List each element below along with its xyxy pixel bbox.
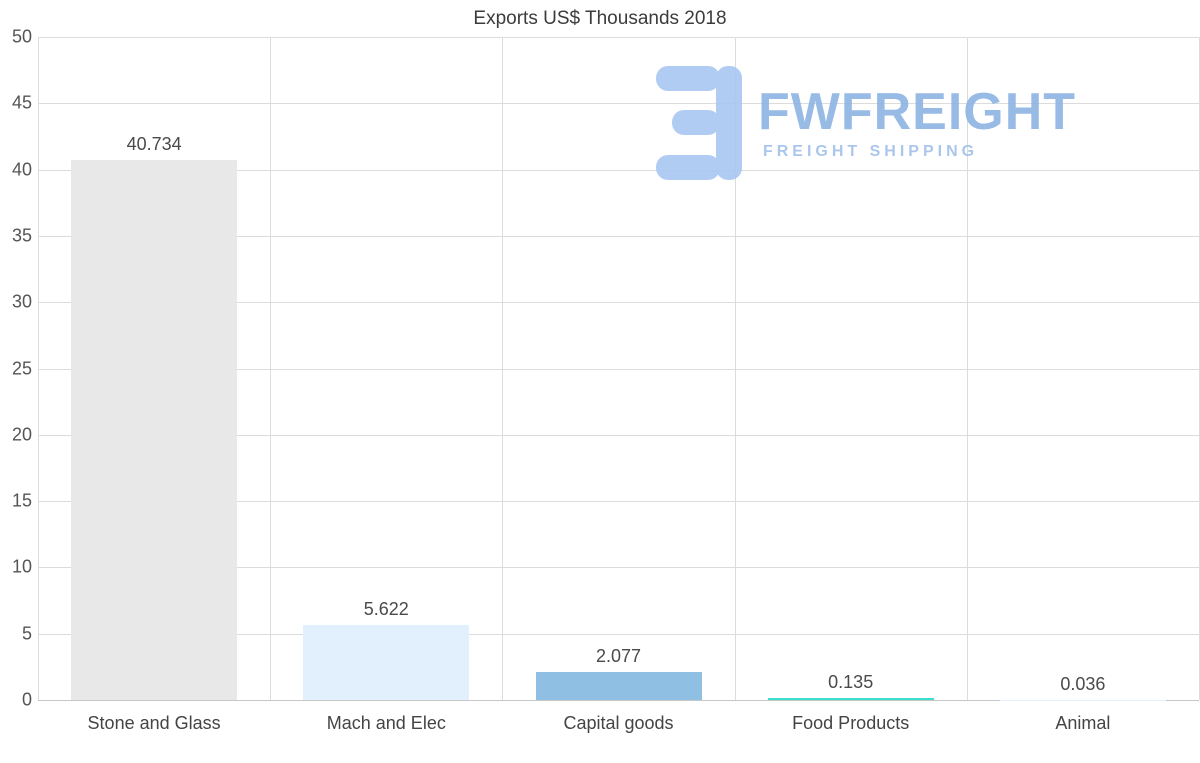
gridline-vertical	[966, 37, 968, 700]
gridline-horizontal	[38, 103, 1199, 105]
gridline-vertical	[734, 37, 736, 700]
y-axis-tick-label: 0	[21, 689, 32, 710]
watermark-brand: FWFREIGHT	[758, 83, 1077, 141]
bar	[999, 699, 1166, 700]
y-axis-tick-label: 5	[21, 623, 32, 644]
y-axis-tick-label: 40	[11, 159, 32, 180]
y-axis-tick-label: 50	[11, 26, 32, 47]
x-axis-category-label: Stone and Glass	[87, 713, 221, 733]
x-axis-category-label: Animal	[1055, 713, 1111, 733]
gridline-vertical	[502, 37, 504, 700]
bar-value-label: 5.622	[363, 599, 409, 620]
y-axis-tick-label: 45	[11, 92, 32, 113]
gridline-horizontal	[38, 567, 1199, 569]
bar-value-label: 0.135	[828, 672, 874, 693]
watermark-text-group: FWFREIGHT FREIGHT SHIPPING	[758, 66, 1076, 161]
y-axis-tick-label: 35	[11, 225, 32, 246]
bar-value-label: 0.036	[1060, 673, 1106, 694]
gridline-horizontal	[38, 302, 1199, 304]
gridline-horizontal	[38, 169, 1199, 171]
gridline-vertical	[270, 37, 272, 700]
gridline-horizontal	[38, 501, 1199, 503]
bar	[303, 625, 470, 700]
freight-logo-icon	[648, 66, 744, 185]
y-axis-tick-label: 20	[11, 424, 32, 445]
bar	[767, 698, 934, 700]
bar	[535, 672, 702, 700]
gridline-vertical	[38, 37, 39, 700]
chart-title: Exports US$ Thousands 2018	[473, 8, 727, 29]
bar	[71, 159, 238, 700]
y-axis-tick-label: 30	[11, 291, 32, 312]
x-axis-category-label: Food Products	[792, 713, 910, 733]
gridline-horizontal	[38, 434, 1199, 436]
gridline-horizontal	[38, 37, 1199, 38]
watermark-tagline: FREIGHT SHIPPING	[762, 143, 979, 161]
watermark: FWFREIGHT FREIGHT SHIPPING	[648, 66, 1076, 185]
gridline-horizontal	[38, 633, 1199, 635]
gridline-horizontal	[38, 700, 1199, 701]
bar-value-label: 40.734	[126, 133, 182, 154]
x-axis-category-label: Capital goods	[563, 713, 674, 733]
y-axis-tick-label: 25	[11, 358, 32, 378]
bar-value-label: 2.077	[595, 646, 642, 667]
y-axis-tick-label: 10	[11, 556, 32, 577]
x-axis-category-label: Mach and Elec	[326, 713, 446, 733]
gridline-horizontal	[38, 368, 1199, 370]
y-axis-tick-label: 15	[11, 490, 32, 511]
gridline-horizontal	[38, 235, 1199, 237]
